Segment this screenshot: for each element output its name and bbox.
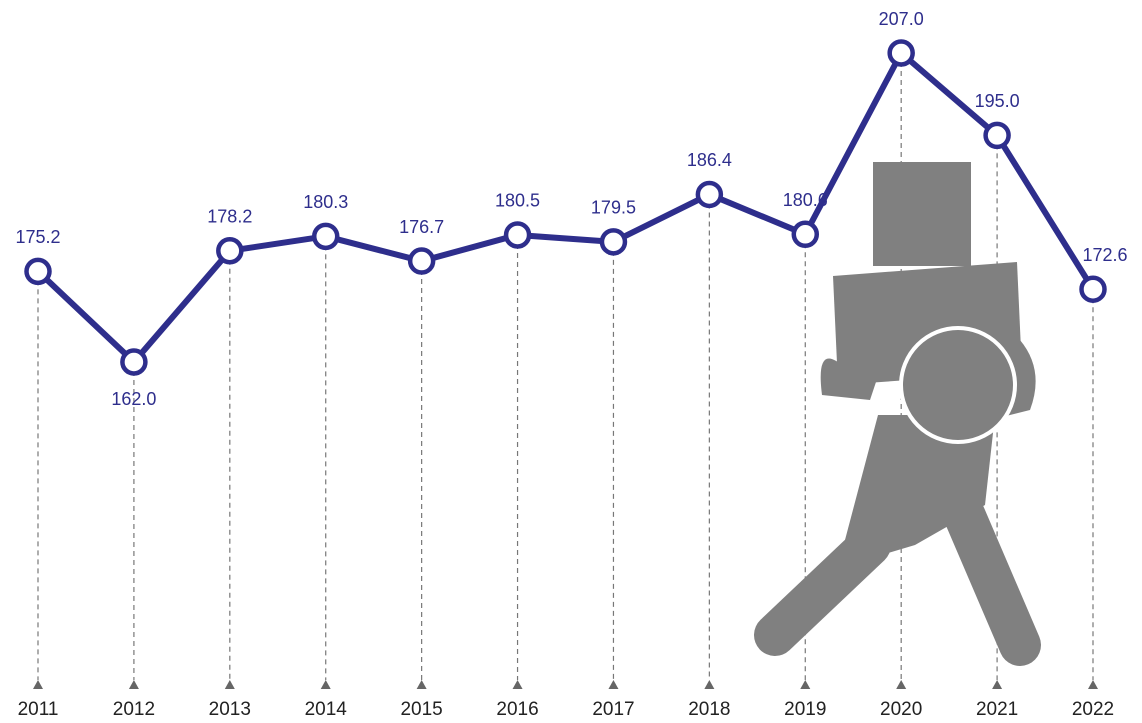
x-tick-label: 2014: [305, 699, 348, 720]
point: [120, 348, 148, 376]
x-tick-label: 2011: [18, 699, 59, 720]
head: [899, 326, 1017, 444]
data-label: 180.5: [495, 191, 540, 211]
point: [983, 121, 1011, 150]
leg-right: [939, 484, 1041, 666]
data-label: 178.2: [207, 207, 252, 227]
point: [791, 220, 820, 249]
x-tick-arrow: [416, 680, 427, 689]
x-tick-arrow: [224, 680, 235, 689]
x-tick-label: 2022: [1072, 699, 1114, 720]
point: [599, 228, 628, 256]
point: [887, 39, 915, 67]
x-tick-label: 2012: [113, 699, 155, 720]
x-tick-arrow: [896, 680, 907, 689]
point: [311, 222, 340, 251]
point: [503, 221, 532, 249]
x-tick-arrow: [512, 680, 523, 689]
point: [1079, 275, 1107, 303]
x-tick-label: 2015: [400, 699, 442, 720]
point: [695, 180, 724, 209]
data-label: 195.0: [975, 91, 1020, 111]
data-label: 179.5: [591, 198, 636, 218]
point: [24, 257, 52, 286]
body: [845, 415, 995, 560]
x-tick-label: 2021: [976, 699, 1018, 720]
data-label: 180.3: [303, 192, 348, 212]
x-tick-arrow: [992, 680, 1003, 689]
x-tick-label: 2018: [688, 699, 730, 720]
x-tick-label: 2020: [880, 699, 922, 720]
x-tick-label: 2013: [209, 699, 251, 720]
leg-left: [754, 524, 891, 656]
data-label: 162.0: [111, 389, 156, 409]
data-label: 180.6: [783, 190, 828, 210]
x-tick-arrow: [800, 680, 811, 689]
data-label: 176.7: [399, 217, 444, 237]
x-tick-arrow: [128, 680, 139, 689]
illustration: [754, 162, 1041, 666]
data-label: 207.0: [879, 9, 924, 29]
x-tick-arrow: [704, 680, 715, 689]
box-top: [873, 162, 971, 266]
data-label: 172.6: [1082, 245, 1127, 265]
x-tick-label: 2019: [784, 699, 826, 720]
point: [407, 247, 436, 275]
x-tick-arrow: [33, 680, 43, 689]
x-tick-arrow: [1088, 680, 1098, 689]
point: [216, 237, 244, 265]
line: [35, 50, 1096, 365]
data-label: 186.4: [687, 150, 732, 170]
x-tick-label: 2017: [592, 699, 634, 720]
x-tick-label: 2016: [496, 699, 538, 720]
data-label: 175.2: [15, 227, 60, 247]
x-tick-arrow: [320, 680, 331, 689]
x-tick-arrow: [608, 680, 619, 689]
